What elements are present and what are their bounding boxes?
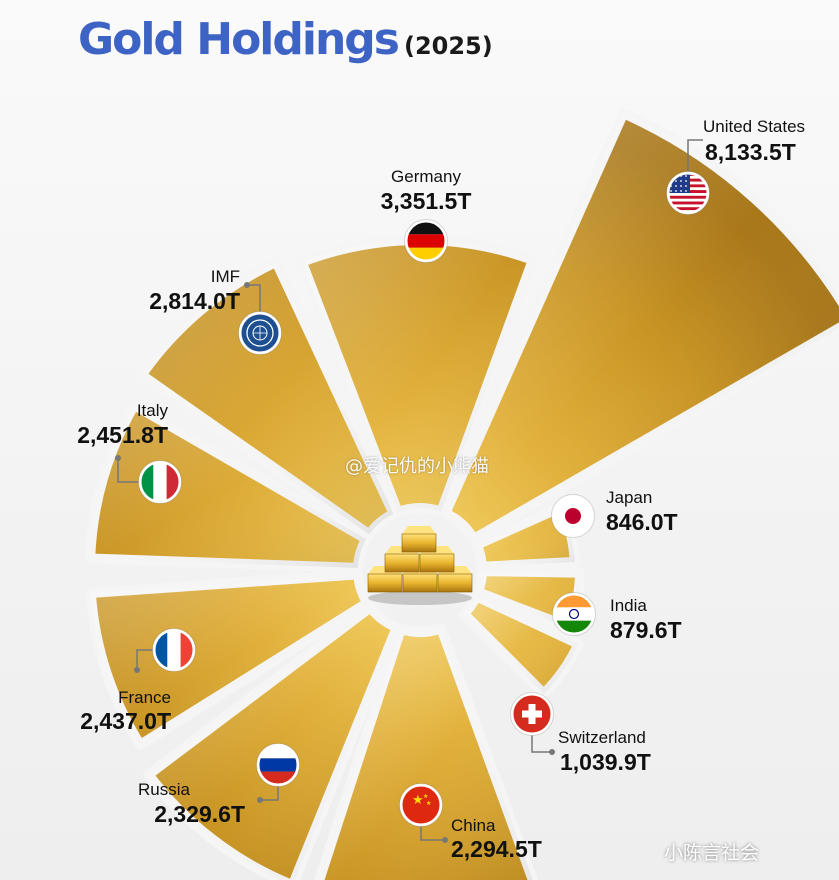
india-flag-icon: [552, 592, 596, 636]
slice-sheen-china: [319, 628, 533, 880]
label-switzerland: Switzerland: [558, 728, 646, 747]
label-imf: IMF: [211, 267, 240, 286]
gold-bars-icon: [367, 526, 473, 605]
svg-text:★: ★: [423, 793, 428, 800]
value-switzerland: 1,039.9T: [560, 749, 651, 775]
value-france: 2,437.0T: [80, 708, 171, 734]
leader-line-united-states: [687, 139, 703, 175]
slice-sheen-imf: [141, 261, 394, 535]
slice-sheen-russia: [148, 607, 397, 880]
france-flag-icon: [152, 628, 196, 672]
leader-dot-china: [442, 837, 448, 843]
label-france: France: [118, 688, 171, 707]
chart-subtitle: (2025): [403, 32, 493, 60]
leader-line-france: [136, 649, 156, 670]
slice-sheen-japan: [476, 506, 575, 567]
leader-dot-switzerland: [549, 749, 555, 755]
switzerland-flag-icon: [510, 692, 554, 736]
slice-sheen-italy: [90, 405, 367, 568]
value-imf: 2,814.0T: [149, 288, 240, 314]
germany-flag-icon: [404, 219, 448, 263]
svg-text:★: ★: [426, 800, 431, 807]
slice-sheen-united-states: [445, 113, 839, 539]
value-china: 2,294.5T: [451, 836, 542, 862]
leader-line-italy: [117, 458, 142, 483]
label-india: India: [610, 596, 647, 615]
value-india: 879.6T: [610, 617, 682, 643]
russia-flag-icon: [256, 743, 300, 787]
japan-flag-icon: [551, 494, 595, 538]
label-italy: Italy: [137, 401, 169, 420]
value-germany: 3,351.5T: [381, 188, 472, 214]
label-russia: Russia: [138, 780, 191, 799]
italy-flag-icon: [138, 460, 182, 504]
leader-dot-france: [134, 667, 140, 673]
chart-title: Gold Holdings: [78, 14, 400, 65]
value-russia: 2,329.6T: [154, 801, 245, 827]
svg-text:★: ★: [412, 793, 424, 808]
slice-sheen-switzerland: [463, 596, 579, 694]
label-china: China: [451, 816, 496, 835]
slice-sheen-france: [90, 574, 368, 745]
label-japan: Japan: [606, 488, 652, 507]
chart-title-group: Gold Holdings (2025): [78, 14, 493, 65]
leader-line-switzerland: [531, 732, 552, 753]
label-united-states: United States: [703, 117, 805, 136]
watermark-corner: 小陈言社会: [664, 842, 760, 864]
leader-dot-imf: [244, 282, 250, 288]
slice-sheen-germany: [301, 240, 533, 513]
label-germany: Germany: [391, 167, 461, 186]
value-japan: 846.0T: [606, 509, 678, 535]
leader-dot-italy: [115, 455, 121, 461]
value-united-states: 8,133.5T: [705, 139, 796, 165]
china-flag-icon: ★ ★★: [399, 783, 443, 827]
leader-line-imf: [247, 284, 261, 315]
leader-line-china: [420, 822, 445, 841]
leader-dot-russia: [257, 797, 263, 803]
watermark-center: @爱记仇的小熊猫: [345, 456, 489, 477]
leader-line-russia: [260, 782, 279, 801]
imf-seal-icon: [238, 311, 282, 355]
value-italy: 2,451.8T: [77, 422, 168, 448]
united-states-flag-icon: [666, 171, 710, 215]
